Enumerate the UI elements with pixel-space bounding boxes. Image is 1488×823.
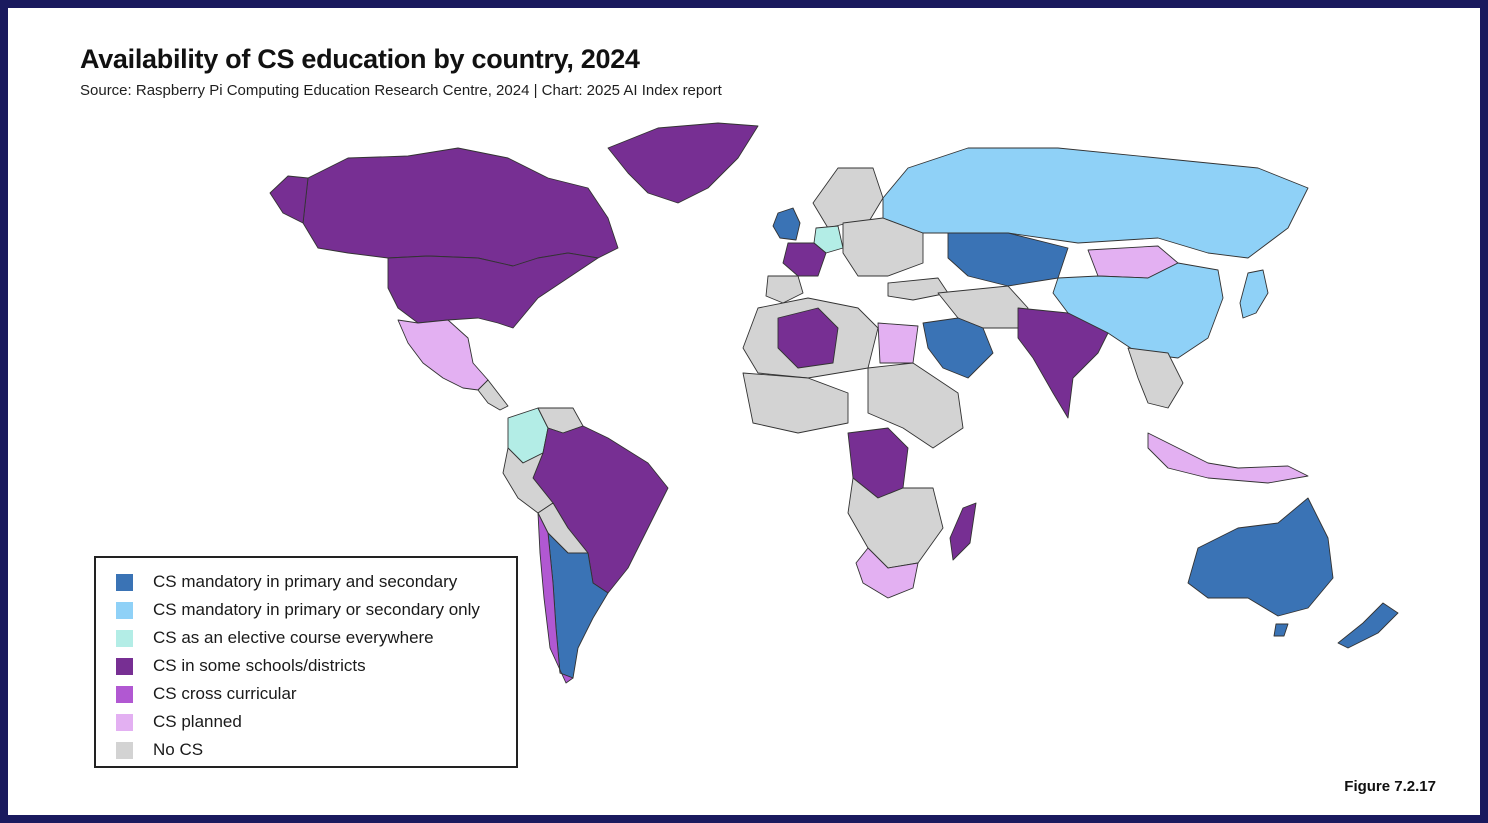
legend-swatch (116, 629, 133, 647)
legend-label: CS in some schools/districts (153, 656, 366, 675)
region-uk (772, 207, 801, 241)
region-tasmania (1273, 623, 1289, 637)
legend-label: CS cross curricular (153, 684, 297, 703)
legend-item-no-cs: No CS (96, 736, 516, 764)
legend-item-elective: CS as an elective course everywhere (96, 624, 516, 652)
region-russia (882, 147, 1309, 259)
legend-label: CS mandatory in primary and secondary (153, 572, 458, 591)
region-indonesia (1147, 432, 1309, 484)
region-united-states (387, 252, 599, 329)
legend-item-cross-curricular: CS cross curricular (96, 680, 516, 708)
legend-item-some-schools: CS in some schools/districts (96, 652, 516, 680)
figure-number: Figure 7.2.17 (1344, 778, 1436, 795)
legend-swatch (116, 657, 133, 675)
region-east-africa (867, 362, 964, 449)
legend-label: CS as an elective course everywhere (153, 628, 434, 647)
legend-swatch (116, 573, 133, 591)
legend-item-mandatory-one: CS mandatory in primary or secondary onl… (96, 596, 516, 624)
legend-label: CS planned (153, 712, 242, 731)
region-west-africa (742, 372, 849, 434)
region-canada (302, 147, 619, 267)
region-southern-africa (847, 477, 944, 569)
legend-label: No CS (153, 740, 204, 759)
page-subtitle: Source: Raspberry Pi Computing Education… (80, 82, 722, 99)
legend-swatch (116, 741, 133, 759)
region-kazakhstan (947, 232, 1069, 287)
region-australia (1187, 497, 1334, 617)
legend-swatch (116, 685, 133, 703)
region-central-america (477, 379, 509, 411)
region-germany (813, 225, 844, 254)
region-algeria (777, 307, 839, 369)
region-turkey (887, 277, 949, 301)
legend-label: CS mandatory in primary or secondary onl… (153, 600, 480, 619)
legend-item-planned: CS planned (96, 708, 516, 736)
region-southeast-asia (1127, 347, 1184, 409)
region-japan (1239, 269, 1269, 319)
region-madagascar (949, 502, 977, 561)
region-egypt (877, 322, 919, 364)
region-alaska (269, 175, 309, 224)
region-greenland (607, 122, 759, 204)
legend-swatch (116, 601, 133, 619)
legend: CS mandatory in primary and secondary CS… (94, 556, 518, 768)
region-south-africa (855, 547, 919, 599)
region-france (782, 242, 827, 277)
region-india (1017, 307, 1109, 419)
region-chile (537, 512, 574, 684)
region-spain (765, 275, 804, 304)
region-new-zealand (1337, 602, 1399, 649)
region-saudi-arabia (922, 317, 994, 379)
legend-item-mandatory-both: CS mandatory in primary and secondary (96, 568, 516, 596)
page-title: Availability of CS education by country,… (80, 44, 640, 74)
world-map (269, 122, 1399, 684)
chart-frame: Availability of CS education by country,… (8, 8, 1480, 815)
legend-swatch (116, 713, 133, 731)
region-mexico (397, 319, 489, 391)
